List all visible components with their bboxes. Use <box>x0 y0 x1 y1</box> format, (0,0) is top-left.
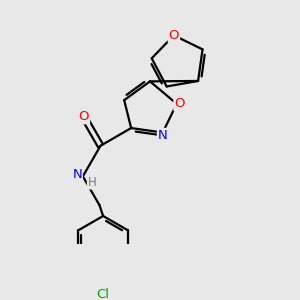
Text: Cl: Cl <box>97 288 110 300</box>
Text: N: N <box>72 168 82 182</box>
Text: H: H <box>88 176 97 189</box>
Text: O: O <box>174 97 185 110</box>
Text: O: O <box>169 29 179 42</box>
Text: N: N <box>158 129 168 142</box>
Text: O: O <box>79 110 89 123</box>
